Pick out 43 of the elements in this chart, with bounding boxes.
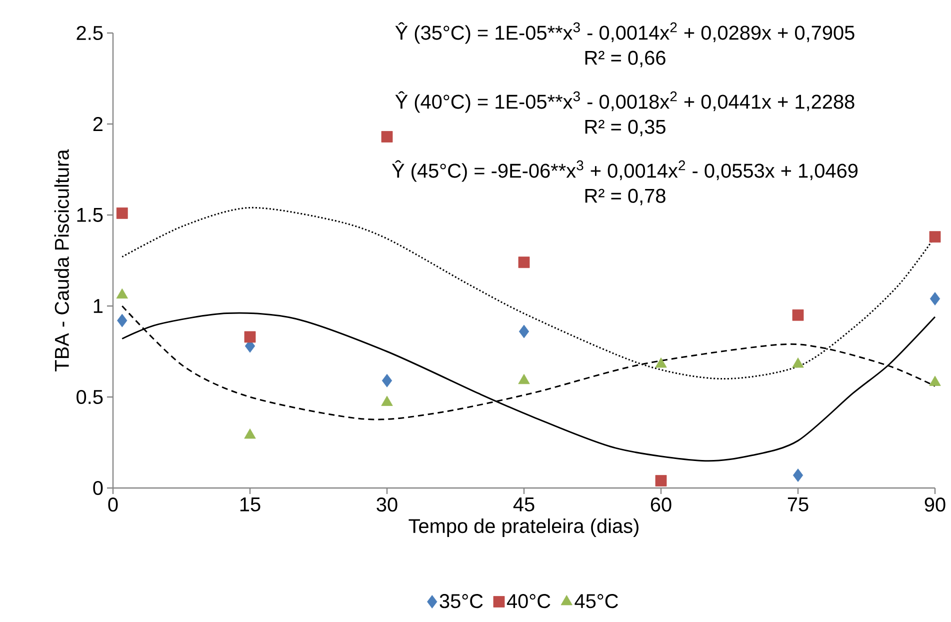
point: [930, 292, 940, 306]
annotation: Ŷ (35°C) = 1E-05**x$^{3}$ - 0,0014x$^{2}$ + 0,0289x + 0,7905: [395, 22, 854, 44]
annotation: Ŷ (45°C) = -9E-06**x$^{3}$ + 0,0014x$^{2}$ - 0,0553x + 1,0469: [392, 160, 858, 182]
point: [929, 231, 941, 243]
point: [381, 396, 393, 406]
y-tick-label: 1.5: [77, 208, 103, 222]
x-tick-label: 0: [108, 498, 118, 512]
y-tick-label: 2.5: [76, 26, 103, 40]
legend-label: 45°C: [574, 594, 618, 608]
point: [792, 309, 804, 321]
x-tick-label: 75: [788, 498, 808, 512]
annotation: R² = 0,35: [585, 120, 666, 136]
point: [518, 374, 530, 384]
point: [792, 468, 804, 482]
x-axis-title: Tempo de prateleira (dias): [408, 518, 638, 538]
x-tick-label: 15: [240, 498, 260, 512]
x-tick-label: 60: [650, 498, 672, 512]
legend-label: 40°C: [506, 594, 550, 608]
point: [792, 358, 804, 368]
legend-label: 35°C: [440, 594, 483, 608]
y-tick-label: 0: [93, 480, 103, 496]
y-axis-title: TBA - Cauda Piscicultura: [54, 149, 69, 372]
point: [244, 428, 256, 439]
point: [655, 358, 667, 368]
point: [116, 207, 128, 219]
point: [929, 376, 941, 386]
point: [382, 374, 392, 388]
point: [244, 331, 256, 343]
x-tick-label: 30: [376, 498, 398, 512]
x-tick-label: 90: [924, 498, 946, 512]
annotation: R² = 0,78: [585, 188, 666, 206]
point: [655, 475, 667, 486]
x-tick-label: 45: [513, 498, 534, 512]
point: [117, 314, 128, 328]
point: [381, 131, 393, 142]
point: [518, 324, 530, 338]
point: [116, 288, 128, 299]
y-tick-label: 2: [93, 117, 102, 131]
annotation: Ŷ (40°C) = 1E-05**x$^{3}$ - 0,0018x$^{2}$ + 0,0441x + 1,2288: [395, 91, 854, 113]
annotation: R² = 0,66: [585, 50, 666, 68]
y-tick-label: 1: [94, 299, 103, 313]
y-tick-label: 0.5: [76, 390, 103, 404]
point: [518, 256, 530, 268]
